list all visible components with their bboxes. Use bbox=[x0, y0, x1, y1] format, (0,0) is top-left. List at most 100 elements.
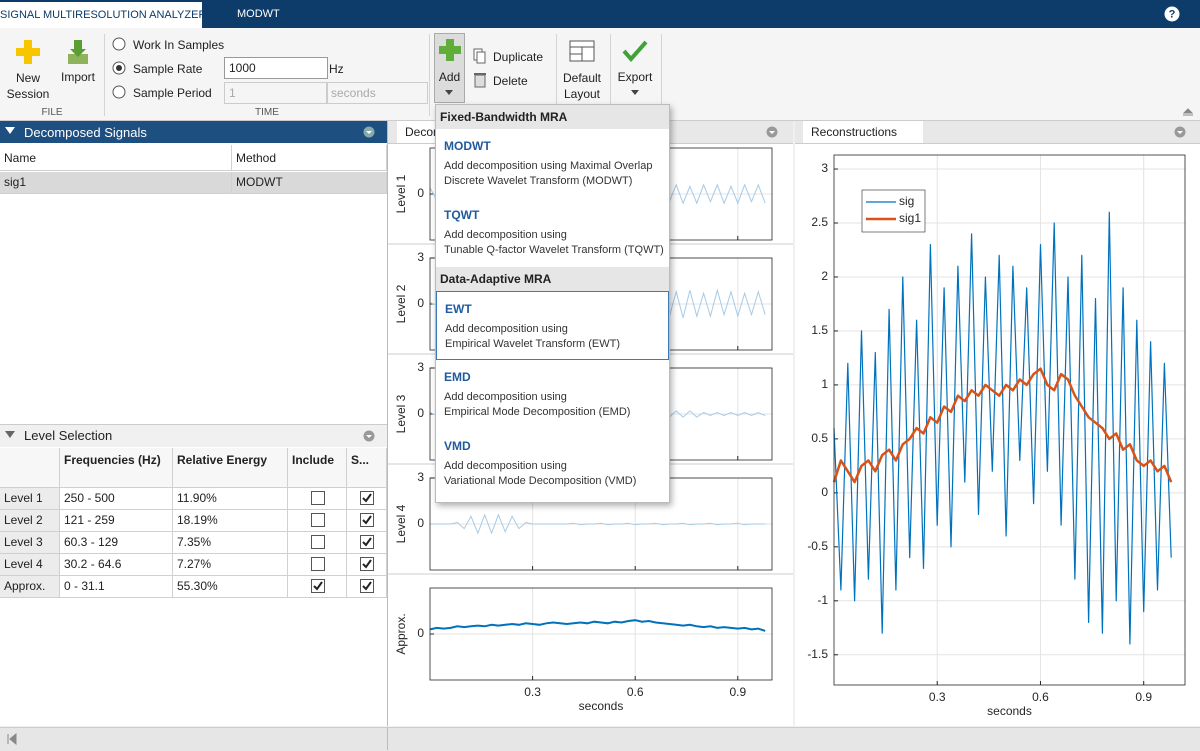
checkbox-cell[interactable] bbox=[288, 532, 347, 554]
line bbox=[833, 211, 1172, 645]
checkbox[interactable] bbox=[360, 535, 374, 549]
y-tick-label: 1 bbox=[821, 377, 828, 391]
checkbox[interactable] bbox=[310, 491, 325, 505]
button-label[interactable]: Add bbox=[438, 70, 461, 84]
menu-item-description: Empirical Wavelet Transform (EWT) bbox=[445, 338, 621, 350]
button[interactable]: Default Layout bbox=[562, 71, 602, 101]
table-cell: 0 - 31.1 bbox=[60, 576, 173, 598]
table-cell[interactable]: MODWT bbox=[232, 172, 387, 194]
menu-item[interactable]: VMD Add decomposition using Variational Mo… bbox=[436, 429, 669, 498]
checkbox[interactable] bbox=[360, 491, 374, 505]
menu-item[interactable]: EMD Add decomposition using Empirical Mode… bbox=[436, 360, 669, 429]
button[interactable]: Delete bbox=[493, 74, 528, 88]
separator bbox=[661, 34, 662, 116]
radio-label[interactable]: Work In Samples bbox=[133, 38, 225, 52]
checkbox-cell[interactable] bbox=[347, 576, 387, 598]
tab[interactable]: SIGNAL MULTIRESOLUTION ANALYZER bbox=[0, 2, 206, 28]
menu-section-header: Fixed-Bandwidth MRA bbox=[436, 105, 669, 129]
table-cell[interactable]: sig1 bbox=[0, 172, 232, 194]
checkbox-cell[interactable] bbox=[288, 488, 347, 510]
svg-text:?: ? bbox=[1169, 8, 1176, 20]
dropdown: seconds bbox=[326, 82, 428, 104]
checkbox-cell[interactable] bbox=[347, 532, 387, 554]
table-cell: 121 - 259 bbox=[60, 510, 173, 532]
radio-label[interactable]: Sample Rate bbox=[133, 62, 203, 76]
axes-box bbox=[833, 154, 1186, 686]
arrow bbox=[5, 127, 15, 134]
new-icon bbox=[16, 40, 40, 64]
checkbox[interactable] bbox=[360, 513, 374, 527]
import-icon bbox=[68, 40, 88, 64]
checkbox[interactable] bbox=[310, 579, 325, 593]
checkmark bbox=[362, 559, 372, 569]
radio-label[interactable]: Sample Period bbox=[133, 86, 212, 100]
line bbox=[430, 513, 766, 535]
checkbox[interactable] bbox=[310, 535, 325, 549]
checkbox-box bbox=[310, 513, 325, 527]
menu-icon[interactable] bbox=[1174, 126, 1186, 138]
menu-item-name: EWT bbox=[445, 302, 472, 316]
x-axis-label: seconds bbox=[579, 699, 624, 713]
text-field[interactable]: 1000 bbox=[224, 57, 328, 79]
menu-icon[interactable] bbox=[363, 126, 375, 138]
status-icon bbox=[7, 733, 17, 745]
column-header: Method bbox=[232, 145, 387, 171]
menu-item-name: MODWT bbox=[444, 139, 491, 153]
checkbox-cell[interactable] bbox=[347, 510, 387, 532]
button[interactable]: Import bbox=[60, 70, 95, 84]
button[interactable]: Duplicate bbox=[493, 50, 544, 64]
table-cell: Level 4 bbox=[0, 554, 60, 576]
tab[interactable]: MODWT bbox=[237, 8, 280, 20]
checkbox-cell[interactable] bbox=[288, 554, 347, 576]
checkbox-cell[interactable] bbox=[288, 510, 347, 532]
arrow bbox=[445, 90, 453, 95]
table-cell: 18.19% bbox=[173, 510, 288, 532]
y-axis-label: Level 3 bbox=[394, 394, 408, 433]
checkbox[interactable] bbox=[310, 557, 325, 571]
y-tick-label: 3 bbox=[417, 470, 424, 484]
menu-item[interactable]: MODWT Add decomposition using Maximal Ove… bbox=[436, 129, 669, 198]
checkbox[interactable] bbox=[310, 513, 325, 527]
menu-item[interactable]: TQWT Add decomposition using Tunable Q-fac… bbox=[436, 198, 669, 267]
y-tick-label: 0 bbox=[417, 296, 424, 310]
y-tick-label: 0 bbox=[417, 516, 424, 530]
y-tick-label: -0.5 bbox=[807, 539, 828, 553]
checkbox-box bbox=[310, 491, 325, 505]
y-tick-label: 0.5 bbox=[811, 431, 828, 445]
checkbox[interactable] bbox=[360, 579, 374, 593]
table-cell: 30.2 - 64.6 bbox=[60, 554, 173, 576]
button[interactable]: New Session bbox=[6, 71, 50, 101]
section-label: TIME bbox=[255, 107, 279, 118]
column-header: S... bbox=[347, 448, 387, 488]
menu-icon[interactable] bbox=[363, 430, 375, 442]
x-tick-label: 0.9 bbox=[729, 685, 746, 699]
checkbox-cell[interactable] bbox=[347, 488, 387, 510]
status-bar bbox=[0, 727, 1200, 751]
add-icon bbox=[439, 39, 461, 61]
help-icon[interactable]: ? bbox=[1164, 6, 1180, 22]
icons bbox=[473, 48, 486, 88]
y-tick-label: 3 bbox=[417, 360, 424, 374]
checkbox-cell[interactable] bbox=[347, 554, 387, 576]
y-tick-label: 1.5 bbox=[811, 323, 828, 337]
collapse-icon[interactable] bbox=[1182, 107, 1194, 117]
checkbox[interactable] bbox=[360, 557, 374, 571]
tab[interactable]: Reconstructions bbox=[803, 121, 923, 143]
unit-label: Hz bbox=[329, 62, 344, 76]
y-axis-label: Approx. bbox=[394, 613, 408, 654]
button[interactable]: Export bbox=[617, 70, 653, 84]
menu-item-description: Add decomposition using Maximal Overlap bbox=[444, 160, 653, 172]
arrow bbox=[631, 90, 639, 95]
separator bbox=[556, 34, 557, 116]
y-tick-label: 3 bbox=[417, 250, 424, 264]
menu-icon[interactable] bbox=[766, 126, 778, 138]
y-tick-label: 0 bbox=[417, 626, 424, 640]
arrow bbox=[5, 431, 15, 438]
checkmark bbox=[362, 537, 372, 547]
column-header: Include bbox=[288, 448, 347, 488]
radios[interactable] bbox=[112, 37, 126, 101]
checkbox-cell[interactable] bbox=[288, 576, 347, 598]
menu-item[interactable]: EWT Add decomposition using Empirical Wave… bbox=[436, 291, 669, 360]
menu-item-description: Discrete Wavelet Transform (MODWT) bbox=[444, 175, 633, 187]
